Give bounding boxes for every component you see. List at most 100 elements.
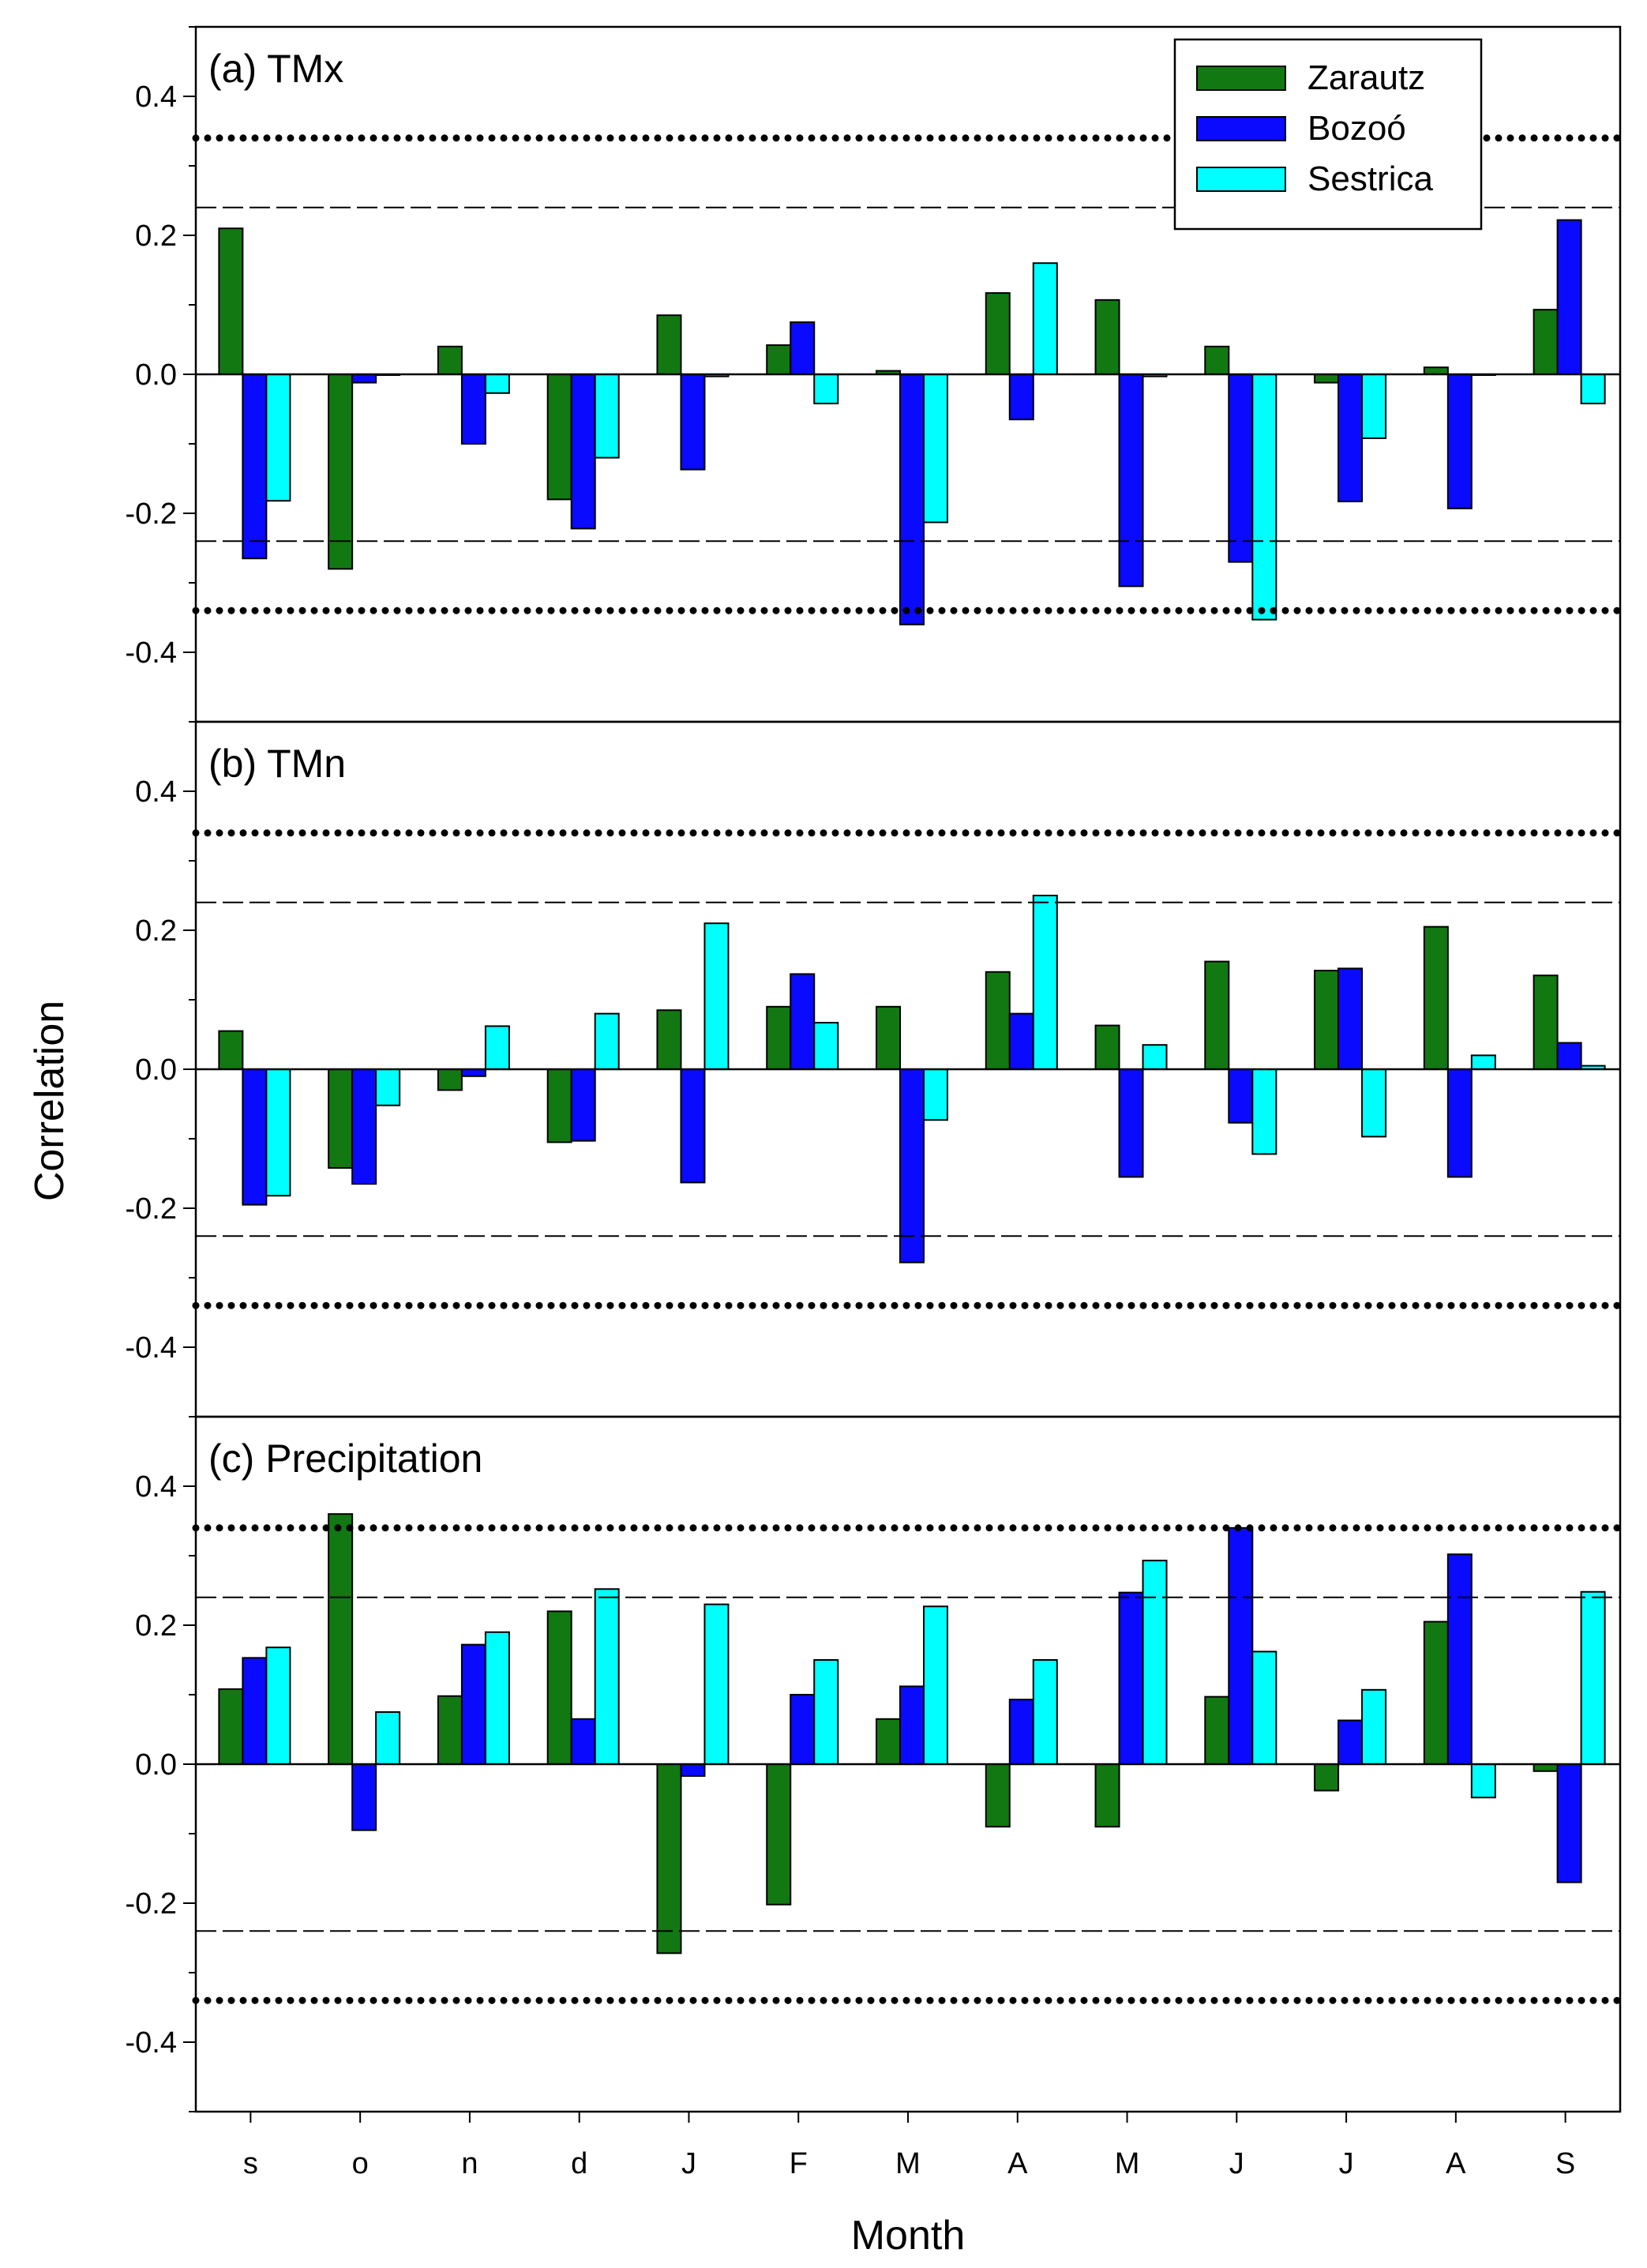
bar-bozo-J xyxy=(1337,967,1364,1071)
bar-sestrica-A xyxy=(1470,1054,1496,1071)
bar-zarautz-J xyxy=(1204,1695,1230,1765)
bar-sestrica-n xyxy=(484,1631,510,1766)
panel-title: (b) TMn xyxy=(208,742,346,786)
bar-sestrica-J xyxy=(1361,1688,1387,1766)
bar-sestrica-s xyxy=(265,1068,291,1197)
bar-zarautz-S xyxy=(1533,1763,1559,1772)
legend-label-sestrica: Sestrica xyxy=(1307,160,1433,198)
bar-zarautz-F xyxy=(766,1763,792,1906)
bar-zarautz-d xyxy=(546,1068,572,1143)
bar-zarautz-A xyxy=(985,1763,1011,1828)
y-tick-label: -0.4 xyxy=(126,2026,177,2060)
bar-zarautz-A xyxy=(985,971,1011,1071)
bar-zarautz-M xyxy=(1094,1763,1120,1828)
bar-sestrica-J xyxy=(1251,1068,1277,1155)
bar-sestrica-o xyxy=(375,1711,401,1765)
bar-bozo-s xyxy=(242,1068,268,1206)
bar-sestrica-S xyxy=(1580,374,1606,404)
bar-zarautz-n xyxy=(437,1695,463,1766)
legend-swatch-zarautz xyxy=(1196,66,1286,91)
x-tick-label: F xyxy=(790,2147,808,2180)
x-tick-label: M xyxy=(1115,2147,1140,2180)
bar-sestrica-M xyxy=(923,1068,948,1121)
bar-sestrica-A xyxy=(1032,1659,1058,1765)
bar-bozo-o xyxy=(351,1068,377,1185)
x-tick-label: J xyxy=(1229,2147,1244,2180)
bar-bozo-A xyxy=(1446,374,1473,509)
bar-bozo-F xyxy=(790,1694,816,1765)
bar-zarautz-F xyxy=(766,1005,792,1071)
bar-zarautz-S xyxy=(1533,309,1559,375)
bar-bozo-A xyxy=(1008,1699,1034,1765)
bar-zarautz-s xyxy=(218,1688,244,1765)
legend-label-bozo: Bozoó xyxy=(1307,109,1406,148)
bar-bozo-J xyxy=(1337,1719,1364,1766)
bar-zarautz-J xyxy=(1204,960,1230,1070)
bar-sestrica-n xyxy=(484,1025,510,1070)
bar-zarautz-n xyxy=(437,345,463,375)
bar-bozo-o xyxy=(351,1763,377,1831)
bar-zarautz-S xyxy=(1533,974,1559,1070)
bar-sestrica-d xyxy=(594,374,620,459)
bar-zarautz-M xyxy=(876,1718,901,1766)
x-tick-label: A xyxy=(1446,2147,1466,2180)
y-tick-label: -0.4 xyxy=(126,1331,177,1365)
y-tick-label: 0.4 xyxy=(135,1470,177,1504)
bar-bozo-S xyxy=(1556,1042,1582,1071)
bar-zarautz-d xyxy=(546,374,572,501)
y-tick-label: 0.0 xyxy=(135,1748,177,1782)
bar-zarautz-J xyxy=(656,314,682,376)
bar-bozo-M xyxy=(899,1068,925,1264)
y-tick-label: 0.2 xyxy=(135,220,177,253)
bar-zarautz-M xyxy=(1094,1024,1120,1071)
bar-zarautz-J xyxy=(1314,374,1340,384)
bar-sestrica-F xyxy=(813,374,839,404)
bar-sestrica-d xyxy=(594,1588,620,1765)
bar-sestrica-J xyxy=(1251,1650,1277,1765)
legend: Zarautz Bozoó Sestrica xyxy=(1173,38,1483,231)
bar-sestrica-s xyxy=(265,374,291,502)
bar-zarautz-J xyxy=(656,1009,682,1070)
bar-sestrica-J xyxy=(1361,1068,1387,1138)
legend-label-zarautz: Zarautz xyxy=(1307,58,1425,97)
panel-2: -0.4 -0.2 0.0 0.2 0.4 (b) TMn xyxy=(126,720,1624,1418)
panel-title: (a) TMx xyxy=(208,47,343,91)
bar-zarautz-F xyxy=(766,344,792,376)
bar-sestrica-A xyxy=(1470,1763,1496,1799)
bar-bozo-M xyxy=(899,1685,925,1765)
bar-sestrica-J xyxy=(703,1603,730,1765)
x-tick-label: s xyxy=(243,2147,258,2180)
bar-zarautz-n xyxy=(437,1068,463,1091)
bar-bozo-M xyxy=(1118,374,1144,588)
bar-bozo-S xyxy=(1556,219,1582,376)
bar-zarautz-o xyxy=(328,374,354,570)
bar-bozo-J xyxy=(1337,374,1364,503)
bar-sestrica-F xyxy=(813,1022,839,1071)
bar-bozo-d xyxy=(570,1718,596,1766)
bar-sestrica-s xyxy=(265,1647,291,1765)
bar-bozo-d xyxy=(570,374,596,530)
x-tick-label: J xyxy=(681,2147,696,2180)
bar-bozo-F xyxy=(790,321,816,375)
bar-sestrica-J xyxy=(703,922,730,1070)
bar-bozo-A xyxy=(1008,1012,1034,1070)
bar-bozo-A xyxy=(1446,1553,1473,1765)
bar-bozo-J xyxy=(1228,1526,1254,1766)
bar-sestrica-M xyxy=(1142,1044,1168,1070)
y-tick-label: 0.4 xyxy=(135,81,177,114)
x-tick-label: A xyxy=(1007,2147,1028,2180)
bar-zarautz-o xyxy=(328,1068,354,1169)
bar-zarautz-d xyxy=(546,1610,572,1766)
legend-swatch-sestrica xyxy=(1196,167,1286,192)
bar-sestrica-M xyxy=(923,374,948,524)
y-tick-label: 0.0 xyxy=(135,1053,177,1087)
bar-zarautz-o xyxy=(328,1513,354,1765)
x-tick-label: S xyxy=(1555,2147,1575,2180)
y-tick-label: 0.4 xyxy=(135,775,177,809)
y-tick-label: -0.2 xyxy=(126,1887,177,1921)
bar-zarautz-J xyxy=(656,1763,682,1954)
bar-zarautz-M xyxy=(1094,299,1120,375)
bar-sestrica-o xyxy=(375,1068,401,1106)
bar-bozo-d xyxy=(570,1068,596,1142)
bar-sestrica-F xyxy=(813,1659,839,1765)
